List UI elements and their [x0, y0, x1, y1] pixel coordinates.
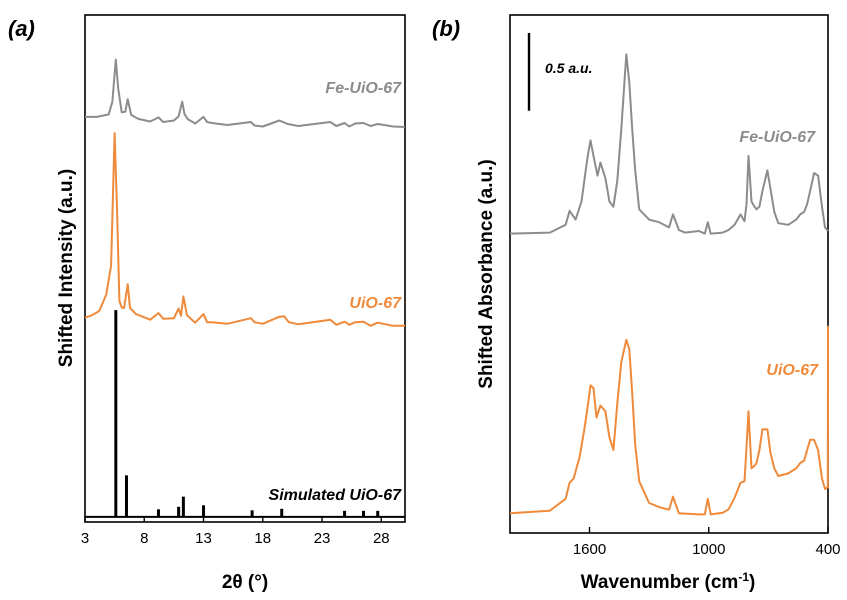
x-tick-label: 23	[314, 530, 331, 547]
panel-a-label: (a)	[8, 16, 35, 41]
legend-label-fe-uio-67-a: Fe-UiO-67	[325, 80, 402, 97]
x-tick-label: 8	[140, 530, 148, 547]
panel-b-label: (b)	[432, 16, 460, 41]
legend-label-fe-uio-67-b: Fe-UiO-67	[739, 129, 816, 146]
panel-a-series-group	[84, 58, 406, 518]
x-tick-label: 18	[254, 530, 271, 547]
panel-a-y-axis-title: Shifted Intensity (a.u.)	[56, 169, 77, 367]
panel-a-plot-frame	[84, 14, 406, 523]
x-tick-label: 28	[373, 530, 390, 547]
panel-b-series-group	[509, 53, 829, 516]
x-tick-label: 1000	[692, 541, 725, 558]
x-tick-label: 3	[81, 530, 89, 547]
scale-bar-label: 0.5 a.u.	[545, 60, 592, 76]
legend-label-uio-67-b: UiO-67	[766, 362, 819, 379]
panel-b-x-axis-title: Wavenumber (cm-1)	[581, 570, 756, 593]
panel-a-xrd-chart: (a) 3 8 13 18 23 28 Fe-UiO-67 UiO-67 Simulate…	[8, 14, 406, 593]
panel-b-plot-frame	[509, 14, 829, 534]
panel-b-ftir-chart: (b) 1600 1000 400 0.5 a.u. Fe-UiO-67 UiO-6…	[432, 14, 841, 593]
panel-a-x-axis-ticks: 3 8 13 18 23 28	[81, 516, 390, 547]
panel-b-x-axis-ticks: 1600 1000 400	[573, 527, 841, 558]
series-fe-uio-67-line	[85, 58, 406, 128]
panel-b-y-axis-title: Shifted Absorbance (a.u.)	[476, 159, 497, 388]
x-tick-label: 13	[195, 530, 212, 547]
panel-a-x-axis-title: 2θ (°)	[222, 572, 268, 593]
series-fe-uio-67-line	[509, 53, 829, 235]
x-tick-label: 1600	[573, 541, 606, 558]
series-uio-67-line	[509, 325, 829, 516]
legend-label-uio-67-a: UiO-67	[349, 295, 402, 312]
legend-label-simulated-uio-67: Simulated UiO-67	[269, 487, 403, 504]
x-tick-label: 400	[815, 541, 840, 558]
series-uio-67-line	[84, 132, 405, 327]
